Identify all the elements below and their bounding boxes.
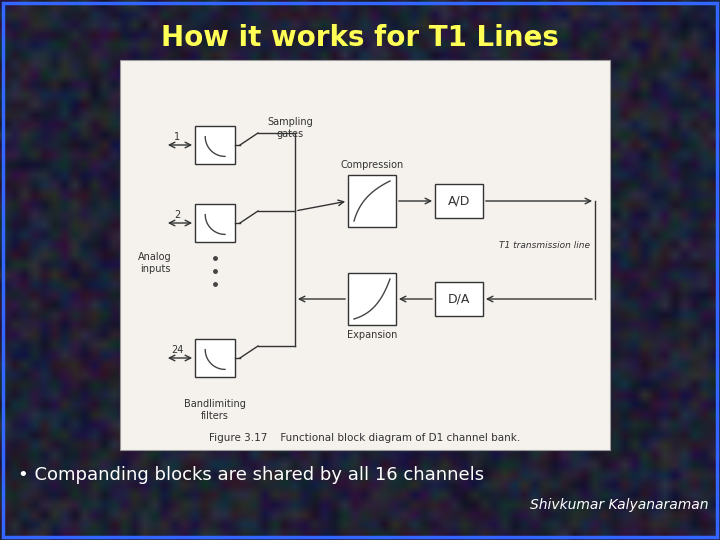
Text: Expansion: Expansion <box>347 330 397 340</box>
FancyBboxPatch shape <box>435 282 483 316</box>
FancyBboxPatch shape <box>435 184 483 218</box>
FancyBboxPatch shape <box>195 204 235 242</box>
Text: Analog
inputs: Analog inputs <box>138 252 172 274</box>
FancyBboxPatch shape <box>120 60 610 450</box>
Text: 1: 1 <box>174 132 180 142</box>
FancyBboxPatch shape <box>348 273 396 325</box>
FancyBboxPatch shape <box>195 126 235 164</box>
Text: Compression: Compression <box>341 160 404 170</box>
Text: 24: 24 <box>171 345 183 355</box>
Text: A/D: A/D <box>448 194 470 207</box>
Text: Bandlimiting
filters: Bandlimiting filters <box>184 399 246 421</box>
Text: How it works for T1 Lines: How it works for T1 Lines <box>161 24 559 52</box>
Text: D/A: D/A <box>448 293 470 306</box>
Text: Figure 3.17    Functional block diagram of D1 channel bank.: Figure 3.17 Functional block diagram of … <box>210 433 521 443</box>
Text: T1 transmission line: T1 transmission line <box>499 240 590 249</box>
FancyBboxPatch shape <box>195 339 235 377</box>
FancyBboxPatch shape <box>348 175 396 227</box>
Text: Shivkumar Kalyanaraman: Shivkumar Kalyanaraman <box>529 498 708 512</box>
Text: Sampling
gates: Sampling gates <box>267 117 313 139</box>
Text: • Companding blocks are shared by all 16 channels: • Companding blocks are shared by all 16… <box>18 466 484 484</box>
Text: 2: 2 <box>174 210 180 220</box>
